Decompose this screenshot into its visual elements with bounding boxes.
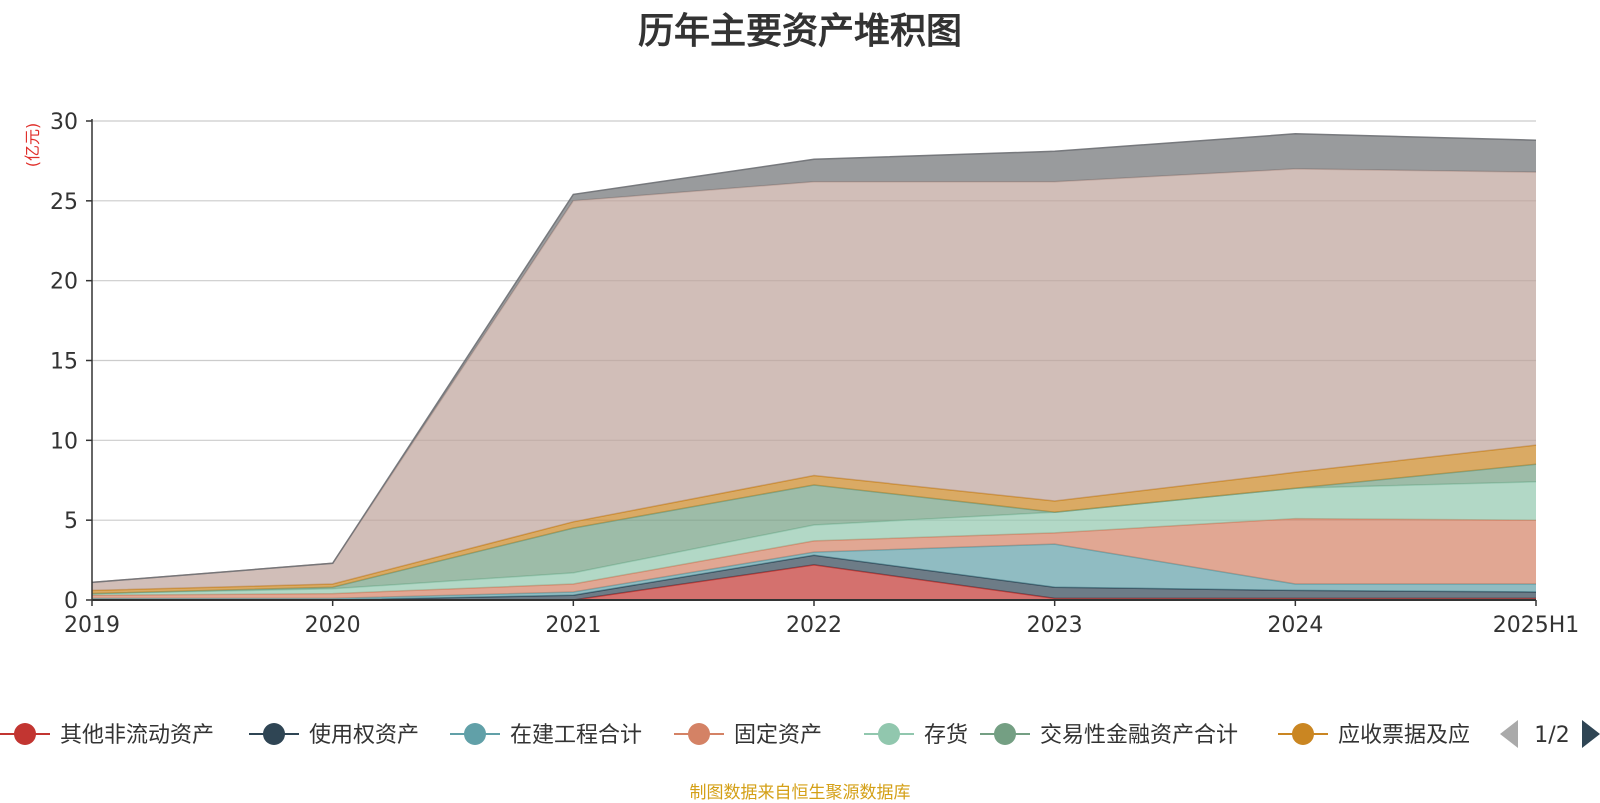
x-tick-label: 2024 (1267, 613, 1323, 638)
legend-label: 固定资产 (734, 723, 822, 748)
area-series-4 (92, 518, 1536, 599)
legend-next-page-icon[interactable] (1582, 720, 1600, 748)
y-tick-label: 30 (50, 110, 78, 135)
x-tick-label: 2023 (1027, 613, 1083, 638)
legend-item[interactable]: 交易性金融资产合计 (980, 723, 1238, 748)
y-tick-label: 5 (64, 509, 78, 534)
axes: 0 5 10 15 20 25 30 2019 2020 2021 2022 2023 2024 2025… (50, 110, 1579, 638)
area-series-8 (92, 168, 1536, 591)
x-tick-label: 2021 (545, 613, 601, 638)
legend-label: 其他非流动资产 (60, 723, 214, 748)
area-series-line-9 (91, 133, 1537, 584)
legend-marker-icon (464, 723, 486, 745)
legend-marker-icon (14, 723, 36, 745)
legend-item[interactable]: 其他非流动资产 (0, 723, 214, 748)
legend-prev-page-icon[interactable] (1500, 720, 1518, 748)
y-tick-label: 0 (64, 589, 78, 614)
legend-marker-icon (688, 723, 710, 745)
legend-label: 交易性金融资产合计 (1040, 723, 1238, 748)
legend-item[interactable]: 使用权资产 (249, 723, 419, 748)
area-series-3 (92, 544, 1536, 600)
legend-label: 应收票据及应 (1338, 723, 1470, 748)
legend-label: 在建工程合计 (510, 723, 642, 748)
legend-marker-icon (994, 723, 1016, 745)
legend-marker-icon (878, 723, 900, 745)
legend-item[interactable]: 在建工程合计 (450, 723, 642, 748)
y-tick-label: 20 (50, 270, 78, 295)
area-series (91, 133, 1537, 601)
data-source-note: 制图数据来自恒生聚源数据库 (689, 783, 911, 803)
legend-item[interactable]: 应收票据及应 (1278, 723, 1470, 748)
legend-marker-icon (1292, 723, 1314, 745)
y-tick-label: 10 (50, 429, 78, 454)
x-tick-label: 2020 (305, 613, 361, 638)
x-tick-label: 2025H1 (1493, 613, 1580, 638)
y-tick-label: 25 (50, 190, 78, 215)
y-axis-unit-label: (亿元) (23, 123, 42, 168)
legend-label: 使用权资产 (309, 723, 419, 748)
y-tick-label: 15 (50, 350, 78, 375)
x-tick-label: 2019 (64, 613, 120, 638)
area-series-5 (92, 481, 1536, 596)
area-series-7 (92, 445, 1536, 594)
legend-label: 存货 (924, 723, 968, 748)
legend-marker-icon (263, 723, 285, 745)
legend-page-indicator: 1/2 (1534, 723, 1569, 748)
legend: 其他非流动资产 使用权资产 在建工程合计 固定资产 存货 交易性金融资产合计 应收票据及应 1… (0, 720, 1600, 748)
area-series-6 (92, 464, 1536, 594)
legend-item[interactable]: 存货 (864, 723, 968, 748)
legend-item[interactable]: 固定资产 (674, 723, 822, 748)
area-series-1 (92, 564, 1536, 600)
chart-title: 历年主要资产堆积图 (637, 11, 962, 52)
x-tick-label: 2022 (786, 613, 842, 638)
